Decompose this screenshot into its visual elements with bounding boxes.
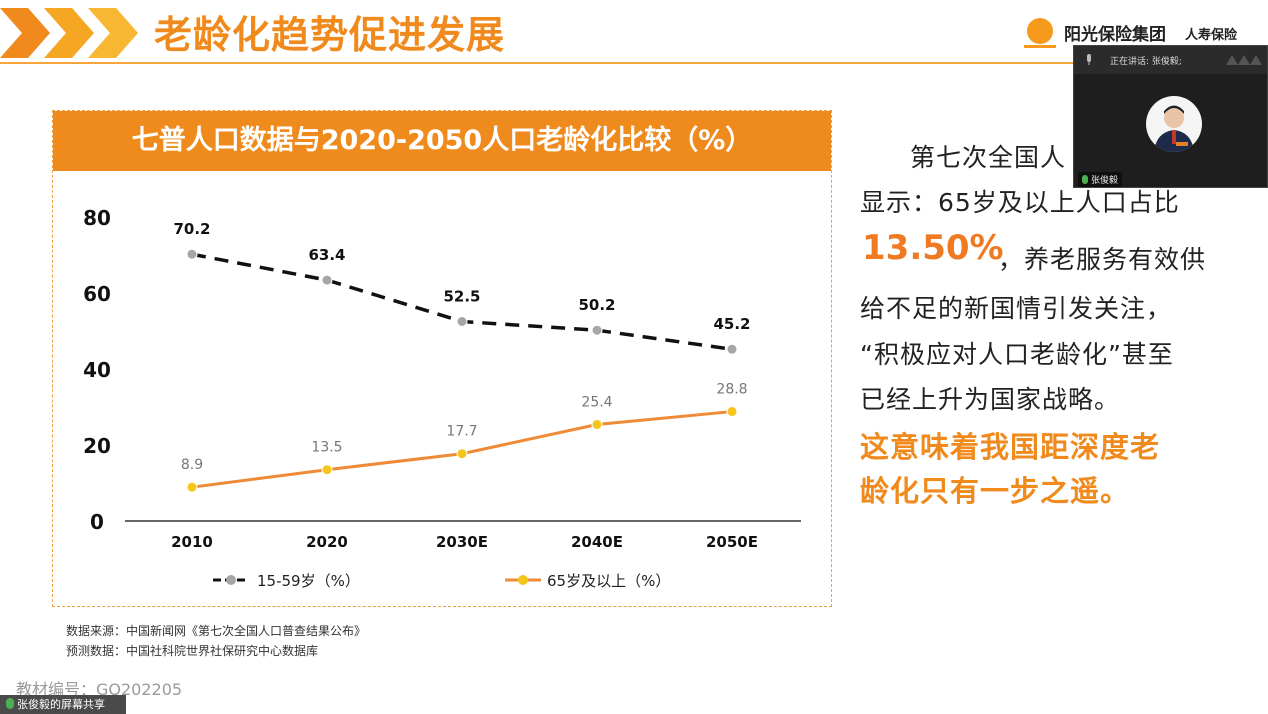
chart-title: 七普人口数据与2020-2050人口老龄化比较（%）: [131, 125, 753, 156]
working-age-point: [726, 343, 738, 355]
header-divider: [0, 62, 1100, 64]
speaker-icon: [1087, 54, 1091, 65]
more-options-icon[interactable]: [1226, 55, 1262, 65]
elderly-percentage: 13.50%: [862, 228, 1004, 268]
elderly-data-label: 13.5: [311, 440, 342, 456]
working-age-data-label: 70.2: [173, 220, 210, 238]
working-age-point: [591, 324, 603, 336]
page-title: 老龄化趋势促进发展: [154, 13, 506, 57]
working-age-data-label: 45.2: [713, 315, 750, 333]
screen-share-label: 张俊毅的屏幕共享: [17, 698, 105, 711]
elderly-data-label: 25.4: [581, 394, 612, 410]
working-age-point: [321, 274, 333, 286]
text-line-4: 给不足的新国情引发关注，: [860, 294, 1173, 323]
text-line-2: 显示：65岁及以上人口占比: [860, 188, 1180, 217]
x-tick-label: 2010: [171, 533, 213, 551]
chevron-arrows-icon: [0, 8, 138, 58]
working-age-point: [456, 316, 468, 327]
company-logo: 阳光保险集团 人寿保险: [1022, 16, 1262, 56]
y-tick-label: 80: [83, 206, 111, 230]
video-call-window[interactable]: 正在讲话: 张俊毅; 张俊毅: [1073, 45, 1268, 188]
participant-name-text: 张俊毅: [1091, 176, 1119, 186]
legend-elderly-marker: [518, 575, 528, 585]
x-tick-label: 2030E: [436, 533, 488, 551]
material-code: 教材编号：GQ202205: [16, 680, 183, 699]
forecast-source-line: 预测数据：中国社科院世界社保研究中心数据库: [66, 644, 319, 658]
x-tick-label: 2050E: [706, 533, 758, 551]
participant-name: 张俊毅: [1078, 172, 1123, 187]
x-tick-label: 2040E: [571, 533, 623, 551]
working-age-data-label: 50.2: [578, 296, 615, 314]
chart-panel: 七普人口数据与2020-2050人口老龄化比较（%） 0 20 40 60 80 2010…: [52, 110, 832, 607]
logo-subtitle: 人寿保险: [1185, 28, 1238, 43]
chart-header: 七普人口数据与2020-2050人口老龄化比较（%）: [53, 111, 831, 171]
text-line-1: 第七次全国人: [910, 143, 1067, 172]
microphone-icon: [6, 698, 14, 709]
text-line-6: 已经上升为国家战略。: [860, 385, 1121, 414]
data-source-line: 数据来源：中国新闻网《第七次全国人口普查结果公布》: [66, 624, 367, 638]
sun-logo-icon: [1024, 18, 1056, 48]
legend-working-age-marker: [226, 575, 236, 585]
highlight-line-1: 这意味着我国距深度老: [860, 430, 1161, 464]
elderly-data-label: 17.7: [446, 424, 477, 440]
y-tick-label: 40: [83, 358, 111, 382]
slide-header: 老龄化趋势促进发展 阳光保险集团 人寿保险: [0, 0, 1268, 64]
y-tick-label: 20: [83, 434, 111, 458]
elderly-point: [591, 418, 603, 430]
avatar: [1146, 96, 1202, 152]
mic-on-icon: [1082, 175, 1088, 184]
legend-elderly-label: 65岁及以上（%）: [547, 572, 670, 590]
y-tick-label: 0: [90, 510, 104, 534]
working-age-data-label: 52.5: [443, 288, 480, 306]
speaking-indicator: 正在讲话: 张俊毅;: [1110, 57, 1182, 67]
elderly-data-label: 28.8: [716, 382, 747, 398]
elderly-data-label: 8.9: [181, 457, 203, 473]
highlight-line-2: 龄化只有一步之遥。: [860, 474, 1131, 508]
working-age-point: [186, 248, 198, 260]
line-chart: 0 20 40 60 80 2010 2020 2030E 2040E 2050E 70.2 63.4…: [83, 206, 801, 590]
elderly-point: [456, 448, 468, 460]
legend-working-age-label: 15-59岁（%）: [257, 572, 360, 590]
logo-company-name: 阳光保险集团: [1064, 25, 1166, 45]
person-avatar-icon: [1154, 105, 1194, 152]
text-line-3: ，养老服务有效供: [998, 245, 1207, 274]
text-line-5: “积极应对人口老龄化”甚至: [860, 340, 1174, 369]
y-tick-label: 60: [83, 282, 111, 306]
elderly-point: [186, 481, 198, 493]
working-age-data-label: 63.4: [308, 246, 345, 264]
elderly-point: [726, 406, 738, 418]
x-tick-label: 2020: [306, 533, 348, 551]
screen-share-bar[interactable]: 张俊毅的屏幕共享: [0, 695, 126, 714]
elderly-point: [321, 464, 333, 476]
video-top-bar: 正在讲话: 张俊毅;: [1074, 46, 1267, 74]
